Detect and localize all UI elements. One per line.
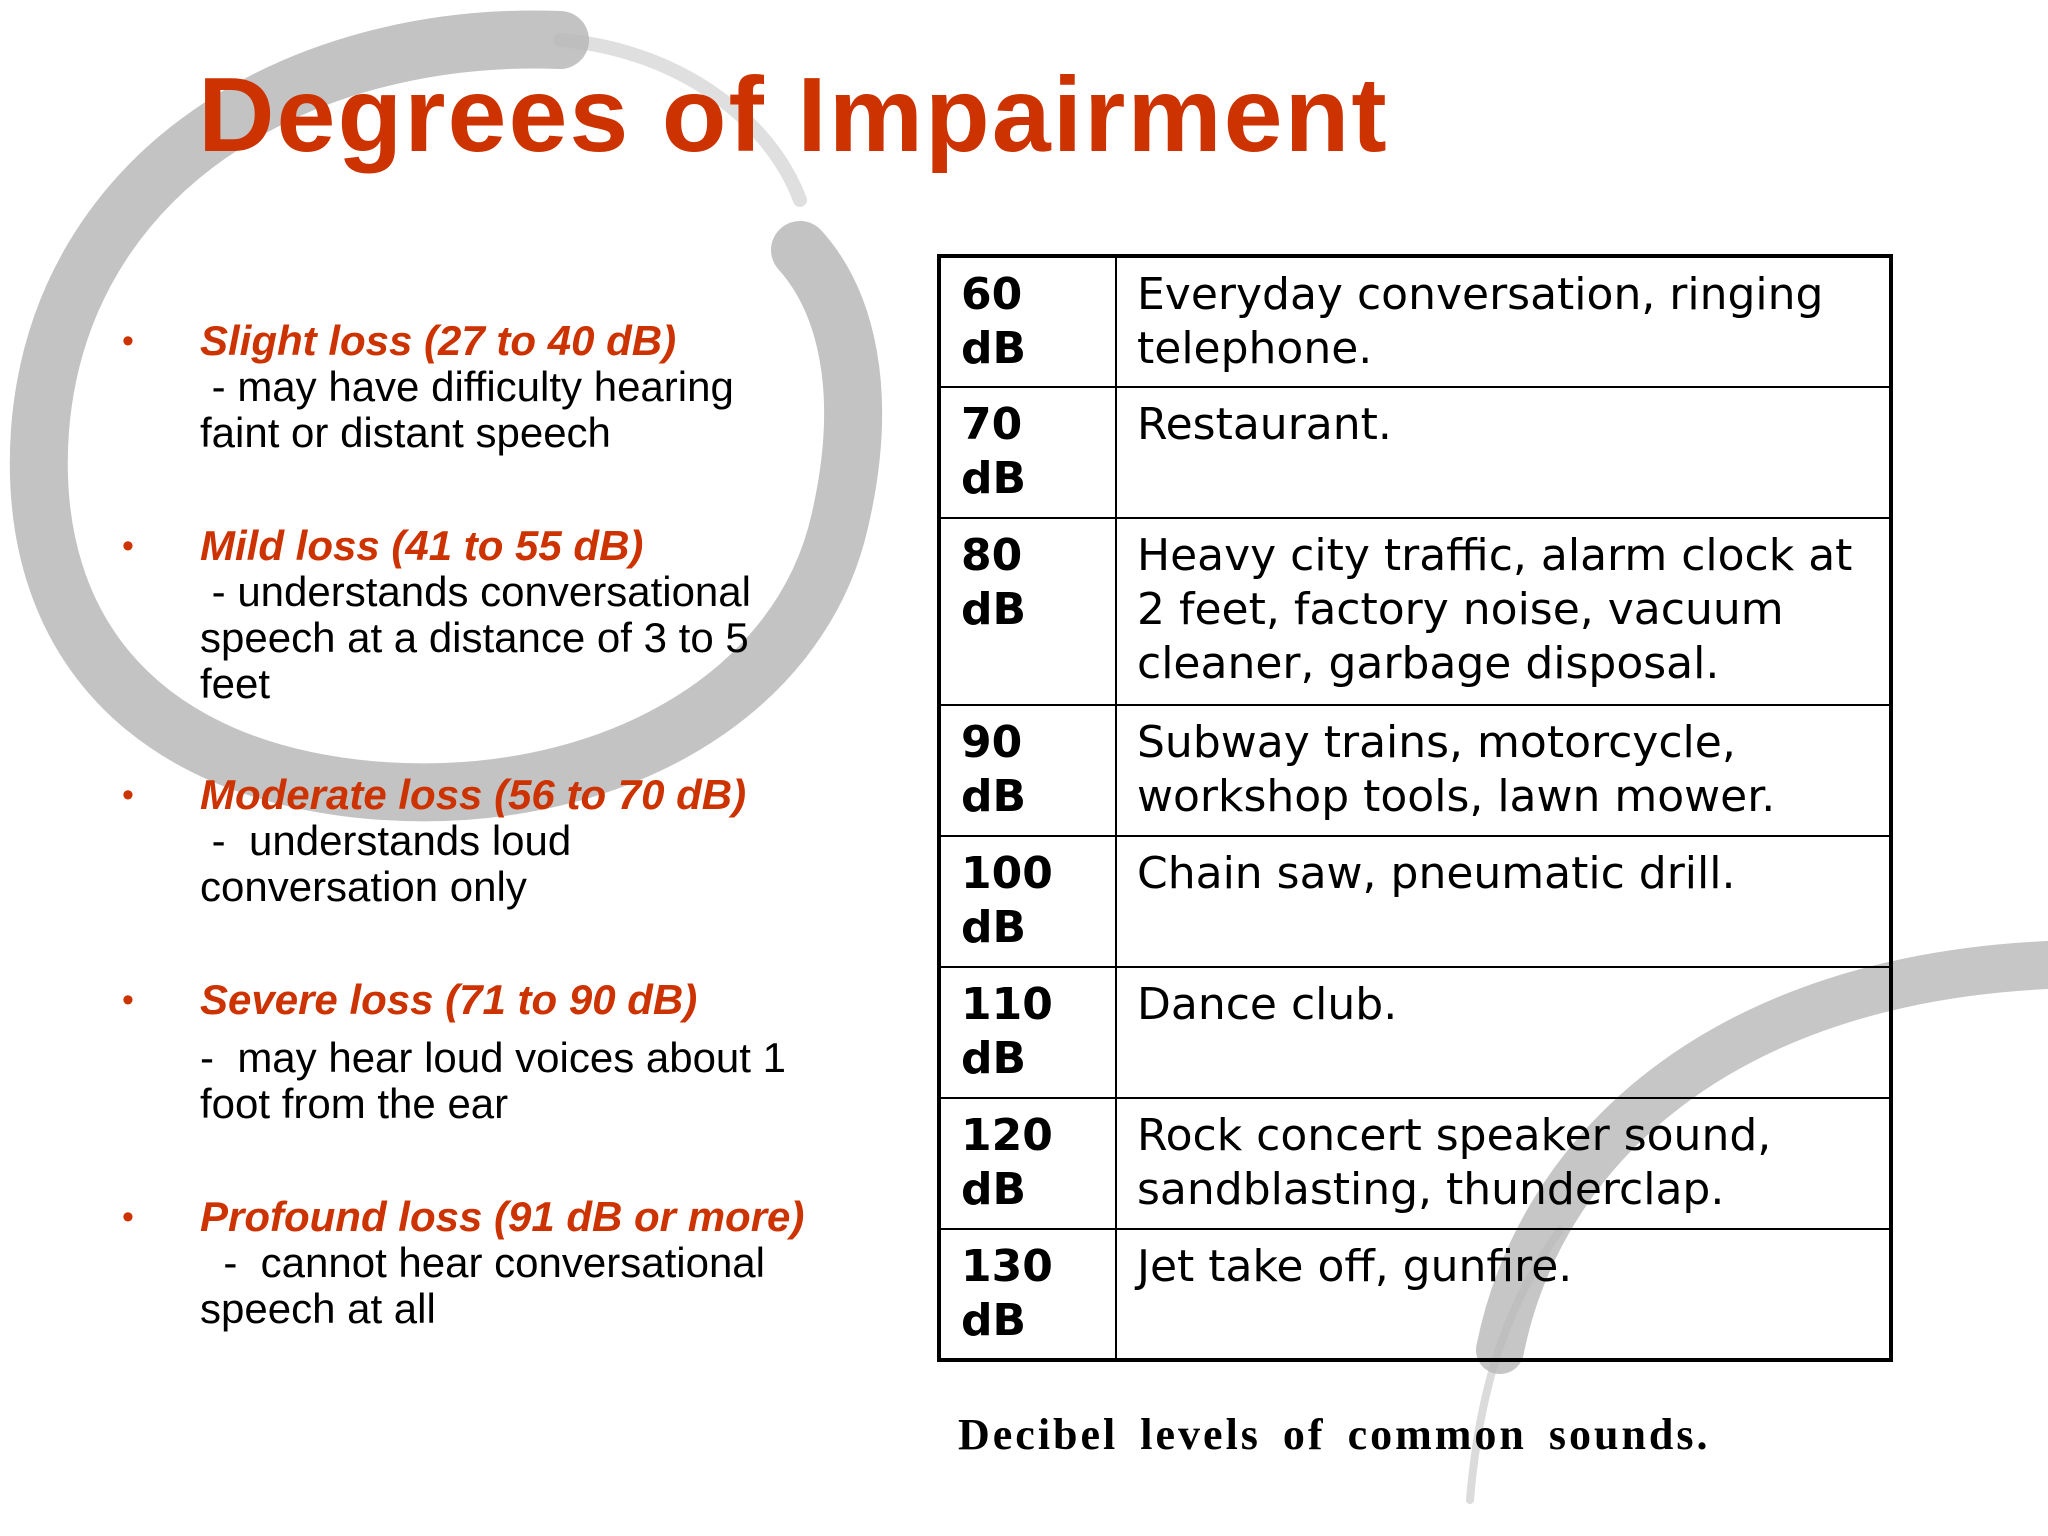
bullet-marker: •: [122, 776, 134, 814]
impairment-description: - may have difficulty hearing faint or di…: [200, 364, 880, 456]
sound-description-line: telephone.: [1137, 323, 1373, 374]
description-line: speech at a distance of 3 to 5: [200, 614, 749, 661]
decibel-level-cell: 110 dB: [938, 966, 1117, 1100]
sound-description-cell: Chain saw, pneumatic drill.: [1115, 835, 1892, 969]
sound-description-cell: Dance club.: [1115, 966, 1892, 1100]
sound-description-line: Jet take off, gunfire.: [1137, 1240, 1573, 1292]
description-line: - understands conversational: [200, 568, 751, 615]
impairment-heading: Slight loss (27 to 40 dB): [200, 317, 677, 364]
sound-description-line: Chain saw, pneumatic drill.: [1137, 848, 1736, 900]
sound-description-cell: Restaurant.: [1115, 385, 1892, 519]
decibel-level-cell: 120 dB: [938, 1097, 1117, 1230]
description-line: foot from the ear: [200, 1080, 509, 1127]
sound-description-line: Heavy city traffic, alarm clock at: [1137, 529, 1853, 581]
description-line: feet: [200, 660, 271, 707]
impairment-heading: Profound loss (91 dB or more): [200, 1193, 805, 1240]
impairment-description: - understands loud conversation only: [200, 818, 880, 910]
sound-description-line: Subway trains, motorcycle,: [1137, 717, 1736, 769]
decibel-level-text: dB: [961, 771, 1027, 823]
description-line: conversation only: [200, 863, 527, 910]
table-row: 130 dB Jet take off, gunfire.: [938, 1227, 1892, 1362]
decibel-level-text: dB: [961, 452, 1027, 504]
decibel-level-text: 70: [961, 398, 1023, 450]
decibel-level-text: dB: [961, 1033, 1027, 1085]
sound-description-cell: Everyday conversation, ringing telephone.: [1115, 255, 1892, 388]
decibel-level-text: 120: [961, 1110, 1053, 1162]
impairment-heading: Moderate loss (56 to 70 dB): [200, 771, 747, 818]
decibel-level-text: 100: [961, 848, 1053, 900]
decibel-level-text: dB: [961, 1164, 1027, 1216]
bullet-marker: •: [122, 527, 134, 565]
impairment-description: - understands conversational speech at a …: [200, 569, 880, 707]
table-row: 80 dB Heavy city traffic, alarm clock at 2 …: [938, 516, 1892, 707]
description-line: - understands loud: [200, 817, 572, 864]
decibel-level-text: dB: [961, 902, 1027, 954]
bullet-marker: •: [122, 322, 134, 360]
sound-description-line: Dance club.: [1137, 979, 1398, 1031]
description-line: - cannot hear conversational: [200, 1239, 765, 1286]
decibel-level-cell: 60 dB: [938, 255, 1117, 388]
table-row: 120 dB Rock concert speaker sound, sandblas…: [938, 1097, 1892, 1230]
table-row: 90 dB Subway trains, motorcycle, workshop t…: [938, 704, 1892, 838]
table-row: 110 dB Dance club.: [938, 966, 1892, 1100]
decibel-level-text: dB: [961, 1294, 1027, 1346]
decibel-level-text: 60: [961, 269, 1023, 320]
sound-description-line: workshop tools, lawn mower.: [1137, 771, 1776, 823]
decibel-level-text: dB: [961, 583, 1027, 635]
sound-description-line: cleaner, garbage disposal.: [1137, 637, 1720, 689]
description-line: - may hear loud voices about 1: [200, 1034, 786, 1081]
table-caption: Decibel levels of common sounds.: [958, 1410, 1711, 1459]
sound-description-line: 2 feet, factory noise, vacuum: [1137, 583, 1784, 635]
decibel-level-text: 80: [961, 529, 1023, 581]
sound-description-line: Restaurant.: [1137, 398, 1392, 450]
decibel-table: 60 dB Everyday conversation, ringing teleph…: [937, 254, 1893, 1362]
impairment-description: - may hear loud voices about 1 foot from …: [200, 1035, 880, 1127]
sound-description-cell: Jet take off, gunfire.: [1115, 1227, 1892, 1362]
impairment-heading: Mild loss (41 to 55 dB): [200, 522, 644, 569]
sound-description-line: Everyday conversation, ringing: [1137, 269, 1824, 320]
decibel-level-cell: 80 dB: [938, 516, 1117, 707]
sound-description-cell: Heavy city traffic, alarm clock at 2 feet…: [1115, 516, 1892, 707]
description-line: speech at all: [200, 1285, 436, 1332]
impairment-heading: Severe loss (71 to 90 dB): [200, 976, 698, 1023]
decibel-level-cell: 130 dB: [938, 1227, 1117, 1362]
impairment-list: • Slight loss (27 to 40 dB) - may have di…: [118, 0, 878, 1536]
sound-description-line: Rock concert speaker sound,: [1137, 1110, 1772, 1162]
decibel-level-text: dB: [961, 323, 1027, 374]
decibel-level-text: 130: [961, 1240, 1053, 1292]
decibel-table-body: 60 dB Everyday conversation, ringing teleph…: [938, 255, 1892, 1362]
decibel-level-text: 90: [961, 717, 1023, 769]
decibel-level-cell: 100 dB: [938, 835, 1117, 969]
decibel-level-text: 110: [961, 979, 1053, 1031]
impairment-description: - cannot hear conversational speech at al…: [200, 1240, 880, 1332]
sound-description-line: sandblasting, thunderclap.: [1137, 1164, 1725, 1216]
bullet-marker: •: [122, 981, 134, 1019]
decibel-level-cell: 70 dB: [938, 385, 1117, 519]
table-row: 60 dB Everyday conversation, ringing teleph…: [938, 255, 1892, 388]
description-line: - may have difficulty hearing: [200, 363, 734, 410]
table-row: 100 dB Chain saw, pneumatic drill.: [938, 835, 1892, 969]
slide-title: Degrees of Impairment: [198, 56, 1389, 174]
description-line: faint or distant speech: [200, 409, 611, 456]
sound-description-cell: Subway trains, motorcycle, workshop tools…: [1115, 704, 1892, 838]
table-row: 70 dB Restaurant.: [938, 385, 1892, 519]
decibel-level-cell: 90 dB: [938, 704, 1117, 838]
bullet-marker: •: [122, 1198, 134, 1236]
sound-description-cell: Rock concert speaker sound, sandblasting,…: [1115, 1097, 1892, 1230]
